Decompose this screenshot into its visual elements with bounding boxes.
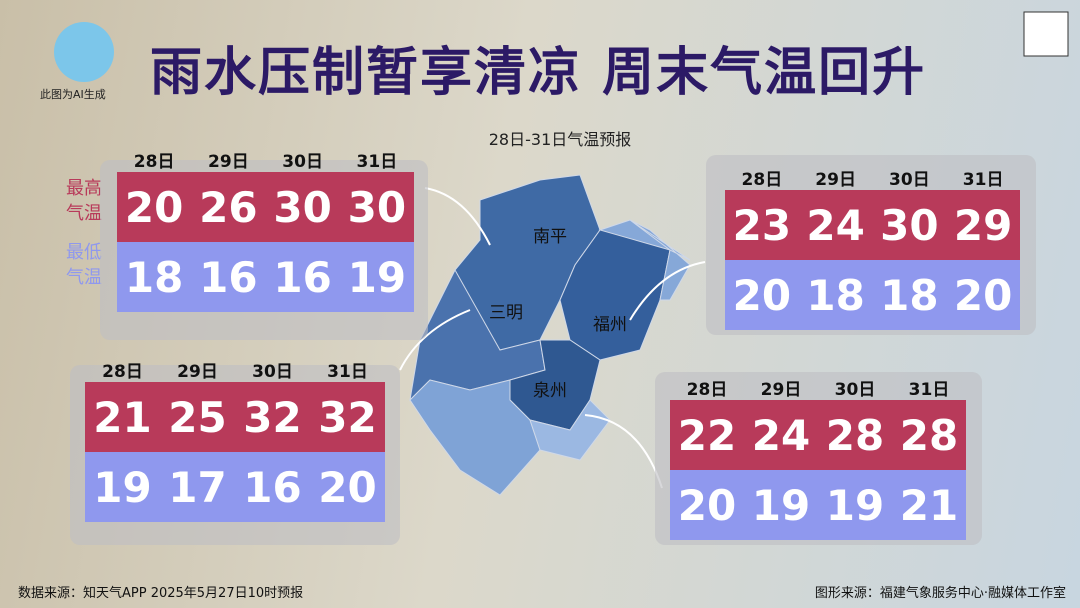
region-ningde <box>598 219 691 301</box>
forecast-panel: 28日 29日 30日 31日 22 24 28 28 20 19 19 21 <box>670 374 966 540</box>
low-temp: 17 <box>168 462 227 512</box>
low-temp: 20 <box>732 270 792 320</box>
day-label: 31日 <box>908 379 950 400</box>
connector <box>399 309 471 371</box>
low-temp: 18 <box>880 270 939 320</box>
title: 雨水压制暂享清凉 周末气温回升 <box>150 43 927 103</box>
region-nanping <box>454 174 601 351</box>
high-temp: 23 <box>732 200 792 250</box>
low-temp: 18 <box>806 270 865 320</box>
ai-note: 此图为AI生成 <box>40 88 106 101</box>
legend-low: 最低气温 <box>66 242 102 288</box>
low-temp: 18 <box>124 252 184 302</box>
day-label: 29日 <box>208 151 249 172</box>
low-temp: 19 <box>751 480 811 530</box>
high-temp: 28 <box>825 410 885 460</box>
day-row: 28日 29日 30日 31日 <box>670 374 966 400</box>
day-label: 30日 <box>834 379 876 400</box>
city-label: 泉州 <box>533 381 567 401</box>
high-row: 23 24 30 29 <box>725 190 1020 260</box>
low-row: 20 18 18 20 <box>725 260 1020 330</box>
qr-code <box>1023 11 1069 57</box>
legend-high: 最高气温 <box>66 178 102 224</box>
low-temp: 16 <box>273 252 332 302</box>
city-label: 三明 <box>489 303 523 323</box>
high-temp: 28 <box>899 410 959 460</box>
forecast-panel: 28日 29日 30日 31日 23 24 30 29 20 18 18 20 <box>725 164 1020 330</box>
day-label: 30日 <box>252 361 293 382</box>
low-temp: 19 <box>93 462 152 512</box>
high-temp: 24 <box>751 410 811 460</box>
high-temp: 22 <box>677 410 737 460</box>
high-temp: 26 <box>199 182 258 232</box>
mascot <box>54 22 114 82</box>
high-temp: 30 <box>347 182 407 232</box>
city-label: 福州 <box>593 315 627 335</box>
low-temp: 19 <box>825 480 885 530</box>
high-temp: 30 <box>273 182 332 232</box>
footer-source: 数据来源：知天气APP 2025年5月27日10时预报 <box>18 586 304 601</box>
high-row: 22 24 28 28 <box>670 400 966 470</box>
low-row: 18 16 16 19 <box>117 242 414 312</box>
high-temp: 20 <box>124 182 184 232</box>
high-temp: 30 <box>880 200 939 250</box>
day-label: 31日 <box>356 151 398 172</box>
high-temp: 21 <box>93 392 152 442</box>
forecast-panel: 28日 29日 30日 31日 20 26 30 30 18 16 16 19 <box>117 146 414 312</box>
subtitle: 28日-31日气温预报 <box>488 130 632 149</box>
high-temp: 32 <box>243 392 302 442</box>
low-temp: 20 <box>318 462 377 512</box>
city-label: 南平 <box>533 227 567 247</box>
day-label: 28日 <box>741 169 783 190</box>
day-row: 28日 29日 30日 31日 <box>117 146 414 172</box>
high-temp: 25 <box>168 392 227 442</box>
forecast-panel: 28日 29日 30日 31日 21 25 32 32 19 17 16 20 <box>85 356 385 522</box>
day-label: 28日 <box>102 361 143 382</box>
day-label: 29日 <box>760 379 802 400</box>
low-temp: 16 <box>199 252 258 302</box>
low-temp: 16 <box>243 462 302 512</box>
low-temp: 19 <box>347 252 407 302</box>
low-row: 19 17 16 20 <box>85 452 385 522</box>
connector <box>629 261 706 321</box>
day-label: 29日 <box>815 169 856 190</box>
day-row: 28日 29日 30日 31日 <box>85 356 385 382</box>
high-temp: 29 <box>953 200 1013 250</box>
low-temp: 21 <box>899 480 959 530</box>
high-row: 21 25 32 32 <box>85 382 385 452</box>
high-temp: 32 <box>318 392 377 442</box>
day-label: 30日 <box>282 151 323 172</box>
day-label: 31日 <box>962 169 1004 190</box>
day-label: 31日 <box>327 361 368 382</box>
low-row: 20 19 19 21 <box>670 470 966 540</box>
day-label: 29日 <box>177 361 218 382</box>
footer-credit: 图形来源：福建气象服务中心·融媒体工作室 <box>814 586 1066 601</box>
high-temp: 24 <box>806 200 865 250</box>
day-label: 30日 <box>889 169 930 190</box>
high-row: 20 26 30 30 <box>117 172 414 242</box>
connector <box>424 187 491 246</box>
day-row: 28日 29日 30日 31日 <box>725 164 1020 190</box>
day-label: 28日 <box>686 379 728 400</box>
day-label: 28日 <box>133 151 175 172</box>
low-temp: 20 <box>677 480 737 530</box>
low-temp: 20 <box>953 270 1013 320</box>
